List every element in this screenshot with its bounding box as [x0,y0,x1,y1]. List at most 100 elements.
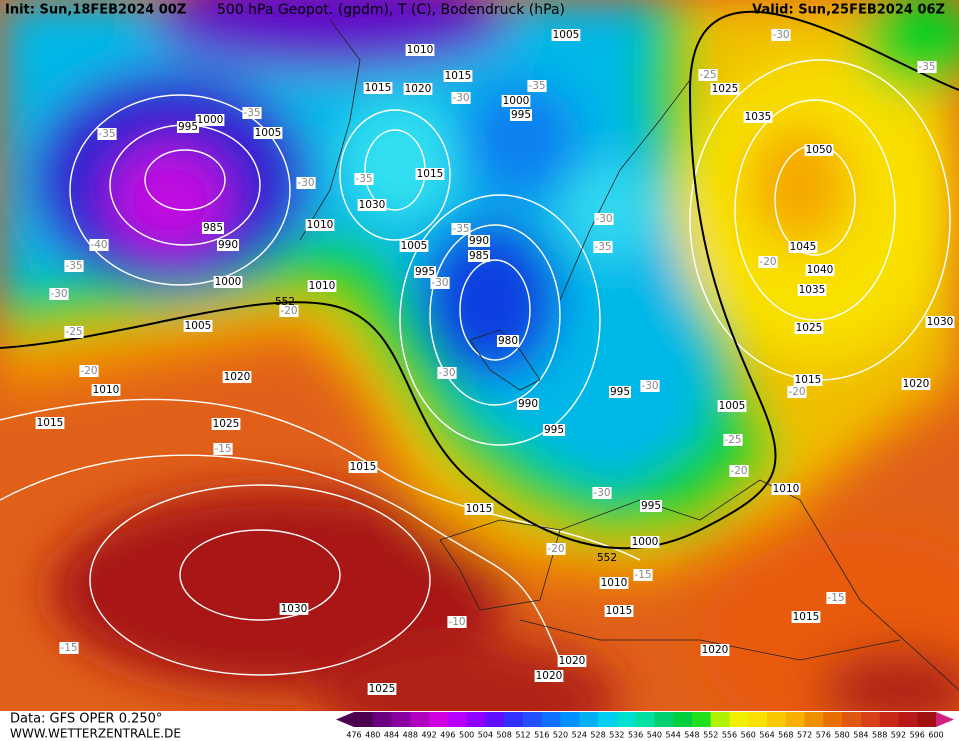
scale-label: 524 [572,731,587,740]
pressure-label: 995 [415,266,435,278]
scale-label: 596 [910,731,925,740]
temperature-label: -20 [759,256,776,268]
pressure-label: 1030 [927,316,954,328]
scale-cell [372,712,393,727]
temperature-label: -15 [214,443,231,455]
scale-cell [710,712,730,727]
pressure-label: 1015 [37,417,64,429]
scale-label: 588 [872,731,887,740]
pressure-label-box [253,127,283,139]
pressure-label: 1010 [601,577,628,589]
pressure-label-box [793,374,823,386]
temperature-label-box [787,386,807,398]
scale-label: 488 [403,731,418,740]
pressure-label: 990 [218,239,238,251]
pressure-label-box [710,83,740,95]
temperature-label: -40 [90,239,107,251]
pressure-label-box [604,605,634,617]
pressure-label: 1000 [197,114,224,126]
temperature-label-box [59,642,79,654]
scale-cell [466,712,486,727]
scale-label: 516 [534,731,549,740]
pressure-label-box [509,109,533,121]
pressure-label: 1010 [407,44,434,56]
temperature-label-box [97,128,117,140]
temperature-label: -25 [699,69,716,81]
temperature-label-box [430,277,450,289]
pressure-label: 990 [518,398,538,410]
temperature-label: -25 [724,434,741,446]
pressure-label: 1035 [799,284,826,296]
pressure-label-box [700,644,730,656]
scale-cell [354,712,374,727]
temperature-label-box [698,69,718,81]
pressure-label: 1020 [405,83,432,95]
pressure-label-box [403,83,433,95]
scale-cell [391,712,411,727]
pressure-label: 1050 [806,144,833,156]
temperature-label: -15 [634,569,651,581]
scale-cell [748,712,768,727]
pressure-label-box [464,503,494,515]
temperature-label: -30 [452,92,469,104]
pressure-label: 980 [498,335,518,347]
temperature-label-box [592,487,612,499]
contour-552 [0,10,959,550]
pressure-label: 1005 [719,400,746,412]
temperature-label-box [826,592,846,604]
temperature-label-box [771,29,791,41]
pressure-label: 1000 [632,536,659,548]
pressure-label-box [35,417,65,429]
pressure-label: 1020 [224,371,251,383]
scale-cell [898,712,918,727]
scale-cell [485,712,505,727]
height-label: 552 [275,296,295,308]
scale-cell [522,712,543,727]
temperature-label: -15 [60,642,77,654]
scale-cell [654,712,674,727]
temperature-label: -35 [243,107,260,119]
scale-label: 540 [647,731,662,740]
pressure-label-box [91,384,121,396]
temperature-label: -30 [50,288,67,300]
pressure-label: 1015 [445,70,472,82]
temperature-label-box [546,543,566,555]
temperature-label: -15 [827,592,844,604]
pressure-label: 990 [469,235,489,247]
pressure-label: 985 [203,222,223,234]
pressure-label: 985 [469,250,489,262]
temperature-label: -30 [593,487,610,499]
temperature-label-box [437,367,457,379]
temperature-label: -30 [595,213,612,225]
init-time: Init: Sun,18FEB2024 00Z [5,3,186,18]
pressure-label: 1025 [712,83,739,95]
scale-label: 532 [609,731,624,740]
temperature-label-box [451,223,471,235]
scale-label: 484 [384,731,399,740]
pressure-label-box [630,536,660,548]
pressure-label: 995 [641,500,661,512]
scale-label: 536 [628,731,643,740]
scale-label: 476 [346,731,361,740]
temperature-label: -30 [431,277,448,289]
color-scale: 476 480 484 488 492 496 500 504 508 512 516 520 524 5… [336,712,954,740]
pressure-label-box [771,483,801,495]
pressure-label: 1010 [309,280,336,292]
pressure-label-box [176,121,200,133]
scale-label: 520 [553,731,568,740]
pressure-label-box [216,239,240,251]
scale-label: 552 [703,731,718,740]
pressure-label-box [791,611,821,623]
temperature-label-box [723,434,743,446]
pressure-label-box [363,82,393,94]
pressure-label: 995 [610,386,630,398]
temperature-label-box [758,256,778,268]
map-title: 500 hPa Geopot. (gpdm), T (C), Bodendruc… [217,2,565,18]
scale-cell [560,712,580,727]
scale-label: 580 [834,731,849,740]
pressure-label-box [743,111,773,123]
temperature-label: -35 [355,173,372,185]
pressure-label-box [717,400,747,412]
pressure-label-box [357,199,387,211]
pressure-label-box [367,683,397,695]
